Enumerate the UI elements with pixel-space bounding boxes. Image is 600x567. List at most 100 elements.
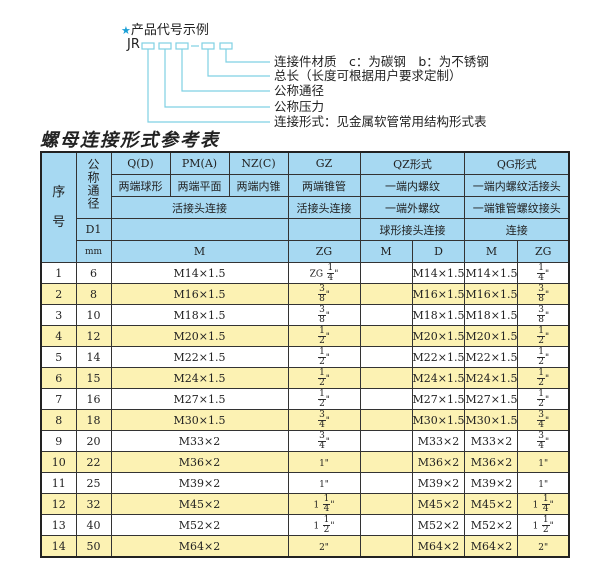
table-cell: M18×1.5: [110, 304, 289, 326]
table-cell-thread: 1 2 ": [287, 367, 361, 389]
fraction-numerator: 1: [322, 514, 331, 526]
inch-mark: ": [545, 374, 550, 384]
fraction-numerator: 3: [318, 304, 326, 316]
table-cell: M36×2: [110, 451, 289, 473]
table-cell-thread: 1 1 2 ": [517, 514, 570, 536]
thread-whole: 1: [313, 500, 320, 510]
table-cell: 18: [75, 409, 112, 431]
fraction-denominator: 2: [319, 398, 325, 409]
table-cell: M20×1.5: [464, 325, 519, 347]
table-cell: M20×1.5: [411, 325, 466, 347]
table-cell: [359, 304, 413, 326]
thread-size: 1": [538, 479, 549, 490]
header-cell: [110, 218, 289, 241]
fraction-numerator: 3: [537, 430, 546, 442]
table-cell: M45×2: [411, 493, 466, 515]
table-cell: M27×1.5: [110, 388, 289, 410]
fraction-numerator: 3: [537, 409, 546, 421]
table-cell: 22: [75, 451, 112, 473]
table-cell-thread: 1": [517, 472, 570, 494]
table-cell-thread: 3 8 ": [517, 283, 570, 305]
table-cell: M52×2: [464, 514, 519, 536]
table-cell: M18×1.5: [464, 304, 519, 326]
table-cell: 16: [75, 388, 112, 410]
table-cell: 32: [75, 493, 112, 515]
table-row: 12 32 M45×2 1 1 4 " M45×2 M45×2 1 1 4 ": [40, 493, 570, 515]
example-title-text: 产品代号示例: [130, 23, 209, 38]
fraction-denominator: 8: [319, 314, 325, 325]
table-cell: M24×1.5: [110, 367, 289, 389]
fraction-numerator: 1: [318, 367, 326, 379]
table-cell-thread: 1 2 ": [517, 388, 570, 410]
header-cell: 两端球形: [110, 174, 171, 197]
header-cell: 两端平面: [169, 174, 230, 197]
label-length: 总长（长度可根据用户要求定制）: [274, 68, 462, 83]
label-connection: 连接形式：见金属软管常用结构形式表: [274, 114, 487, 129]
fraction-denominator: 2: [542, 524, 549, 535]
header-cell: QG形式: [464, 151, 570, 175]
table-cell: M16×1.5: [110, 283, 289, 305]
table-row: 1 6 M14×1.5 ZG 1 4 " M14×1.5 M14×1.5 1 4 ": [40, 262, 570, 284]
fraction-numerator: 1: [318, 346, 326, 358]
fraction-numerator: 1: [322, 493, 331, 505]
header-cell: Q(D): [110, 151, 171, 175]
table-cell: M33×2: [464, 430, 519, 452]
table-cell: M14×1.5: [110, 262, 289, 284]
table-cell-thread: 3 4 ": [287, 409, 361, 431]
table-cell: 5: [40, 346, 77, 368]
table-row: 4 12 M20×1.5 1 2 " M20×1.5 M20×1.5 1 2 ": [40, 325, 570, 347]
fraction-denominator: 2: [319, 335, 325, 346]
table-cell-thread: 3 8 ": [517, 304, 570, 326]
table-cell-thread: 1": [517, 451, 570, 473]
table-cell: 6: [75, 262, 112, 284]
header-cell: mm: [75, 240, 112, 263]
table-cell: 8: [40, 409, 77, 431]
table-cell: M14×1.5: [411, 262, 466, 284]
header-cell: M: [110, 240, 289, 263]
table-cell: M52×2: [411, 514, 466, 536]
table-cell: [359, 409, 413, 431]
table-cell-thread: 1 2 ": [287, 346, 361, 368]
leader-line: [147, 49, 270, 123]
table-cell: 2: [40, 283, 77, 305]
table-cell: 14: [40, 535, 77, 558]
table-cell: M30×1.5: [464, 409, 519, 431]
table-cell: M39×2: [464, 472, 519, 494]
table-cell-thread: 1 2 ": [517, 367, 570, 389]
table-cell-thread: 1 1 4 ": [517, 493, 570, 515]
inch-mark: ": [545, 311, 550, 321]
fraction-denominator: 2: [323, 524, 330, 535]
table-cell: 50: [75, 535, 112, 558]
table-cell: 6: [40, 367, 77, 389]
inch-mark: ": [545, 269, 550, 279]
table-cell-thread: 1 2 ": [517, 346, 570, 368]
thread-whole: 1: [532, 500, 539, 510]
table-cell: M64×2: [464, 535, 519, 558]
table-cell: 12: [75, 325, 112, 347]
code-prefix: JR: [127, 37, 140, 52]
table-row: 3 10 M18×1.5 3 8 " M18×1.5 M18×1.5 3 8 ": [40, 304, 570, 326]
inch-mark: ": [325, 437, 330, 447]
fraction-denominator: 4: [542, 503, 549, 514]
table-cell-thread: 1 2 ": [287, 325, 361, 347]
leader-line: [181, 49, 270, 92]
table-cell: M45×2: [110, 493, 289, 515]
table-cell: M24×1.5: [464, 367, 519, 389]
label-pressure: 公称压力: [274, 99, 325, 114]
table-cell: M64×2: [411, 535, 466, 558]
inch-mark: ": [545, 332, 550, 342]
header-cell: D: [411, 240, 466, 263]
inch-mark: ": [545, 437, 550, 447]
table-cell: M16×1.5: [464, 283, 519, 305]
inch-mark: ": [325, 374, 330, 384]
header-seq: 序号: [40, 151, 77, 263]
table-cell-thread: 3 8 ": [287, 283, 361, 305]
table-cell: M52×2: [110, 514, 289, 536]
code-box-pressure: [158, 42, 172, 50]
